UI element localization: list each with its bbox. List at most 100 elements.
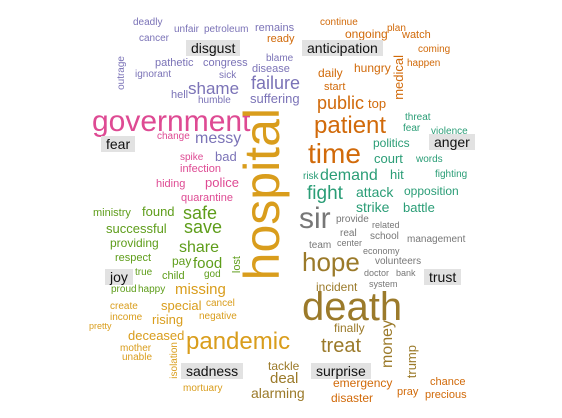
word-sir: sir: [299, 202, 331, 235]
word-true: true: [135, 267, 153, 278]
word-precious: precious: [425, 389, 467, 401]
word-share: share: [179, 239, 220, 256]
word-providing: providing: [110, 236, 159, 250]
category-anticipation: anticipation: [302, 40, 383, 56]
word-medical: medical: [391, 55, 406, 100]
word-bank: bank: [396, 268, 416, 278]
word-volunteers: volunteers: [375, 256, 422, 267]
word-money: money: [379, 320, 396, 369]
word-ministry: ministry: [93, 207, 131, 219]
word-continue: continue: [320, 17, 358, 28]
word-found: found: [142, 204, 175, 219]
word-finally: finally: [334, 321, 365, 335]
word-hiding: hiding: [156, 178, 186, 190]
word-change: change: [157, 131, 190, 142]
word-plan: plan: [387, 23, 406, 34]
word-cancer: cancer: [139, 33, 170, 44]
word-doctor: doctor: [364, 268, 390, 278]
category-fear: fear: [101, 136, 136, 152]
word-fighting: fighting: [435, 169, 468, 180]
word-alarming: alarming: [251, 385, 305, 401]
word-outrage: outrage: [116, 56, 127, 90]
word-shame: shame: [188, 79, 240, 98]
word-politics: politics: [373, 136, 410, 150]
word-ignorant: ignorant: [135, 69, 172, 80]
word-pathetic: pathetic: [155, 57, 194, 69]
word-petroleum: petroleum: [204, 24, 249, 35]
word-tackle: tackle: [268, 359, 300, 373]
word-pray: pray: [397, 386, 419, 398]
word-threat: threat: [405, 112, 431, 123]
word-child: child: [162, 270, 185, 282]
word-infection: infection: [180, 163, 221, 175]
word-failure: failure: [251, 73, 301, 93]
word-remains: remains: [255, 22, 295, 34]
word-create: create: [110, 301, 138, 312]
word-hell: hell: [171, 89, 189, 101]
word-chance: chance: [430, 376, 466, 388]
word-watch: watch: [402, 29, 431, 41]
word-management: management: [407, 234, 466, 245]
word-happen: happen: [407, 58, 441, 69]
word-hope: hope: [302, 247, 360, 277]
word-fight: fight: [307, 183, 343, 204]
word-happy: happy: [138, 284, 166, 295]
word-ongoing: ongoing: [345, 27, 388, 41]
word-trump: trump: [404, 345, 419, 379]
word-humble: humble: [198, 95, 231, 106]
word-ready: ready: [267, 33, 295, 45]
word-school: school: [370, 231, 399, 242]
word-mortuary: mortuary: [183, 383, 223, 394]
word-time: time: [308, 138, 361, 169]
word-special: special: [161, 298, 202, 313]
word-fear-word: fear: [403, 123, 421, 134]
category-disgust: disgust: [186, 40, 241, 56]
word-lost: lost: [231, 256, 243, 274]
word-bad: bad: [215, 149, 237, 164]
word-successful: successful: [106, 221, 167, 236]
word-mother: mother: [120, 343, 152, 354]
word-risk: risk: [303, 171, 319, 182]
word-words: words: [416, 154, 443, 165]
word-coming: coming: [418, 44, 451, 55]
word-center: center: [337, 238, 363, 248]
word-violence: violence: [431, 126, 468, 137]
word-disease: disease: [252, 63, 290, 75]
word-top: top: [368, 96, 387, 111]
word-deal: deal: [270, 370, 299, 387]
word-pandemic: pandemic: [186, 328, 291, 355]
word-government: government: [92, 105, 251, 138]
word-proud: proud: [111, 284, 137, 295]
word-related: related: [372, 220, 400, 230]
word-missing: missing: [175, 281, 226, 298]
word-rising: rising: [152, 312, 184, 327]
word-public: public: [317, 93, 365, 113]
word-hungry: hungry: [354, 61, 391, 75]
word-deadly: deadly: [133, 17, 163, 28]
word-daily: daily: [318, 66, 343, 80]
word-spike: spike: [180, 152, 204, 163]
word-isolation: isolation: [169, 342, 180, 379]
word-team: team: [309, 240, 332, 251]
word-save: save: [184, 217, 223, 237]
word-hit: hit: [390, 167, 404, 182]
category-sadness: sadness: [181, 363, 244, 379]
word-god: god: [204, 269, 221, 280]
word-emergency: emergency: [333, 376, 393, 390]
word-patient: patient: [314, 112, 387, 139]
category-surprise: surprise: [311, 363, 371, 379]
word-treat: treat: [321, 335, 362, 357]
word-real: real: [340, 228, 357, 239]
word-demand: demand: [320, 167, 378, 184]
category-anger: anger: [429, 134, 475, 150]
word-strike: strike: [356, 199, 390, 215]
word-quarantine: quarantine: [181, 192, 233, 204]
word-court: court: [374, 151, 403, 166]
word-death: death: [302, 285, 403, 329]
word-blame: blame: [266, 53, 294, 64]
word-cancel: cancel: [206, 298, 235, 309]
word-unfair: unfair: [174, 24, 200, 35]
category-joy: joy: [105, 269, 133, 285]
word-system: system: [369, 279, 398, 289]
